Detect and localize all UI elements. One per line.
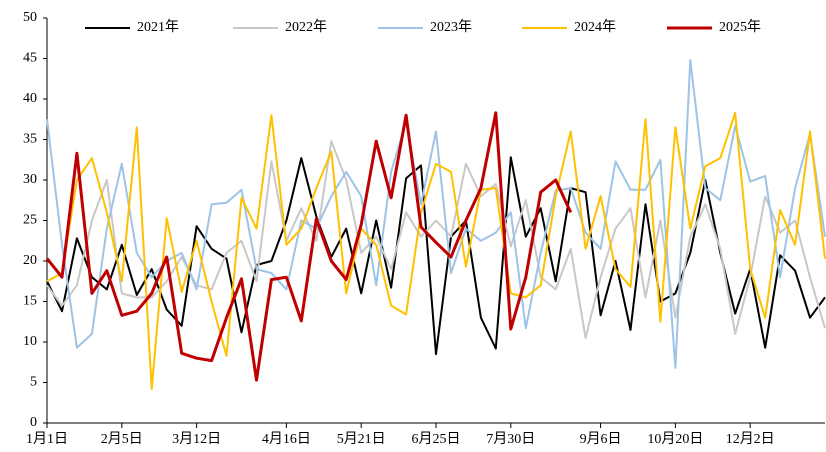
y-tick-label: 50	[23, 10, 37, 25]
x-tick-label: 10月20日	[647, 431, 703, 447]
x-tick-label: 2月5日	[101, 431, 143, 447]
x-tick-label: 9月6日	[580, 431, 622, 447]
y-tick-label: 0	[30, 415, 37, 430]
x-tick-label: 12月2日	[726, 431, 775, 447]
x-tick-label: 1月1日	[26, 431, 68, 447]
y-tick-label: 35	[23, 132, 37, 147]
series-line	[45, 111, 573, 382]
y-tick-label: 10	[23, 334, 37, 349]
y-tick-label: 20	[23, 253, 37, 268]
legend-label: 2024年	[574, 19, 616, 35]
y-tick-label: 45	[23, 51, 37, 66]
y-tick-label: 25	[23, 213, 37, 228]
y-tick-label: 40	[23, 91, 37, 106]
x-tick-label: 7月30日	[486, 431, 535, 447]
y-tick-label: 5	[30, 375, 37, 390]
series-line	[46, 140, 826, 339]
x-tick-label: 5月21日	[337, 431, 386, 447]
y-tick-label: 30	[23, 172, 37, 187]
series-line	[46, 59, 826, 369]
x-tick-label: 3月12日	[172, 431, 221, 447]
y-tick-label: 15	[23, 294, 37, 309]
legend-label: 2025年	[719, 19, 761, 35]
legend-label: 2021年	[137, 19, 179, 35]
x-tick-label: 4月16日	[262, 431, 311, 447]
x-tick-label: 6月25日	[412, 431, 461, 447]
series-line	[46, 111, 826, 390]
legend-label: 2023年	[430, 19, 472, 35]
legend-label: 2022年	[285, 19, 327, 35]
